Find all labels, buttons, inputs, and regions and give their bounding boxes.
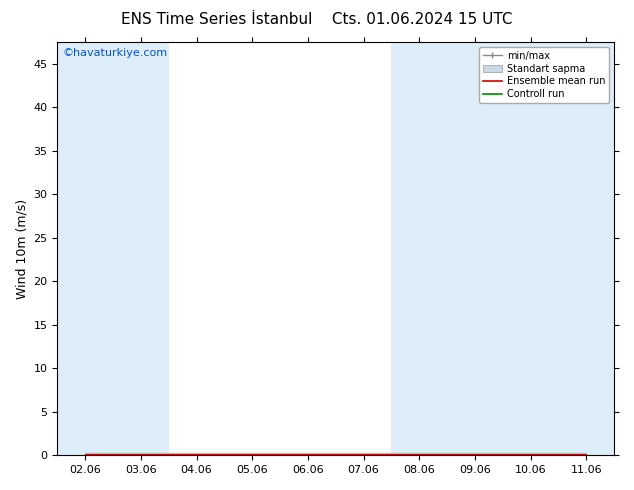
Bar <box>447 42 503 455</box>
Text: ©havaturkiye.com: ©havaturkiye.com <box>63 48 168 58</box>
Bar <box>559 42 614 455</box>
Bar <box>113 42 169 455</box>
Y-axis label: Wind 10m (m/s): Wind 10m (m/s) <box>15 198 28 299</box>
Text: ENS Time Series İstanbul    Cts. 01.06.2024 15 UTC: ENS Time Series İstanbul Cts. 01.06.2024… <box>121 12 513 27</box>
Bar <box>391 42 447 455</box>
Bar <box>503 42 559 455</box>
Bar <box>58 42 113 455</box>
Legend: min/max, Standart sapma, Ensemble mean run, Controll run: min/max, Standart sapma, Ensemble mean r… <box>479 47 609 103</box>
